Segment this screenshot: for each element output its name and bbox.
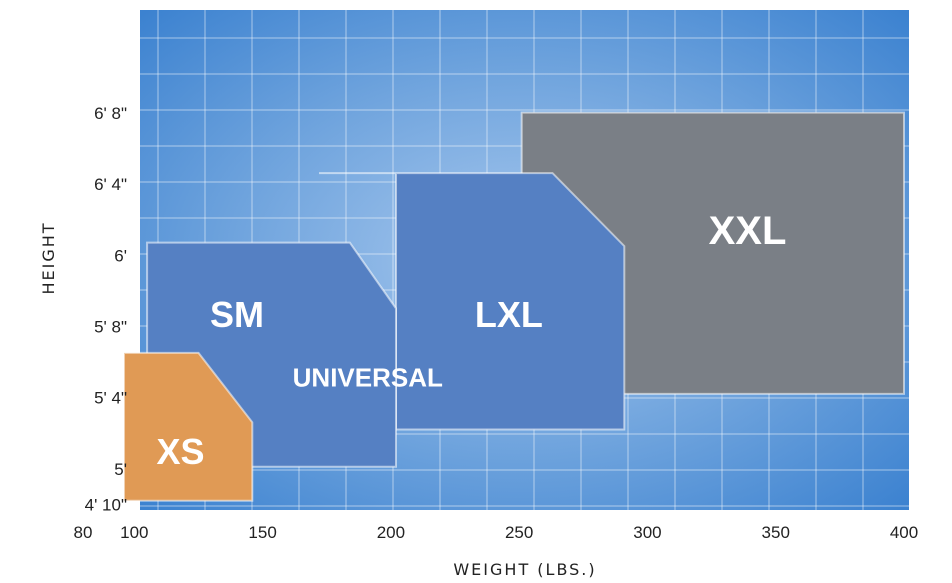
x-tick-label: 350 [762,523,790,542]
y-tick-label: 6' [114,246,127,265]
region-lxl [319,172,626,431]
x-axis-title: WEIGHT (LBS.) [453,560,596,579]
region-label-sm: SM [210,294,264,335]
y-tick-label: 4' 10" [85,495,127,514]
x-tick-label: 100 [120,523,148,542]
x-tick-label: 200 [377,523,405,542]
y-tick-label: 5' [114,460,127,479]
x-axis-ticks: 80 100 150 200 250 300 350 400 [74,523,919,542]
region-label-lxl: LXL [475,294,543,335]
y-axis-ticks: 4' 10" 5' 5' 4" 5' 8" 6' 6' 4" 6' 8" [85,104,127,515]
region-label-xxl: XXL [709,209,787,253]
y-tick-label: 6' 8" [94,104,127,123]
region-xs [123,351,254,502]
x-tick-label: 250 [505,523,533,542]
x-tick-label: 150 [248,523,276,542]
annotation-universal: UNIVERSAL [293,362,443,392]
x-tick-label: 300 [633,523,661,542]
x-tick-label: 400 [890,523,918,542]
y-axis-title: HEIGHT [39,221,58,294]
y-tick-label: 5' 8" [94,317,127,336]
y-tick-label: 6' 4" [94,175,127,194]
region-label-xs: XS [156,431,204,472]
size-regions [123,111,905,502]
y-tick-label: 5' 4" [94,389,127,408]
region-labels: XXL LXL SM XS UNIVERSAL [156,209,786,472]
x-tick-label: 80 [74,523,93,542]
